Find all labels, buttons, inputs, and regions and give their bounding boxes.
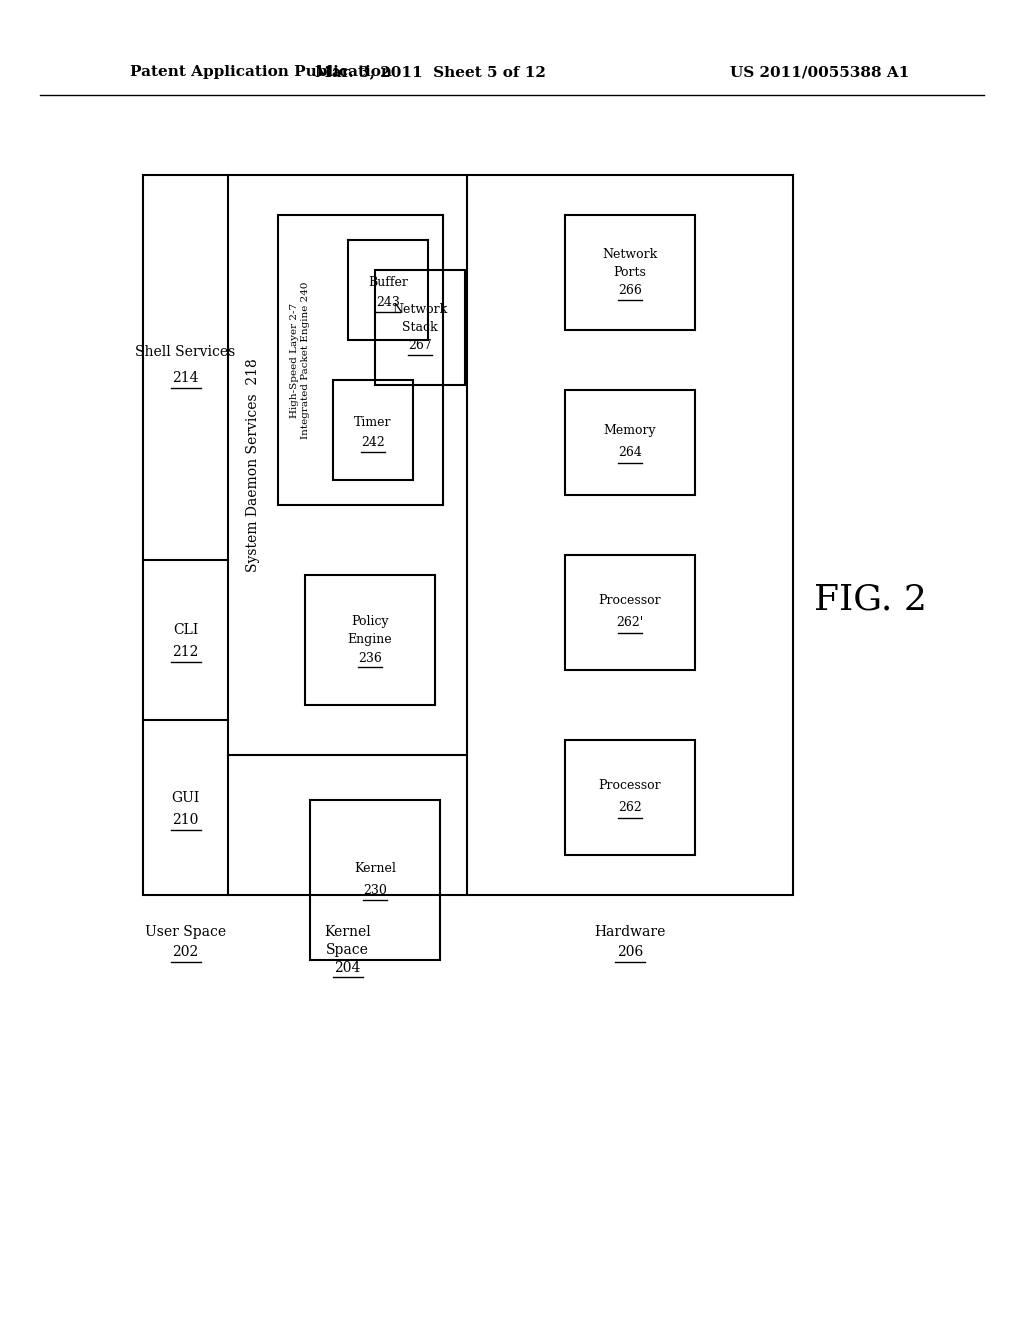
Text: Engine: Engine	[348, 634, 392, 647]
Text: 236: 236	[358, 652, 382, 664]
Text: High-Speed Layer 2-7
Integrated Packet Engine 240: High-Speed Layer 2-7 Integrated Packet E…	[290, 281, 309, 438]
Text: Memory: Memory	[604, 424, 656, 437]
Text: System Daemon Services  218: System Daemon Services 218	[246, 358, 260, 572]
Bar	[143, 176, 793, 895]
Text: 206: 206	[616, 945, 643, 960]
Text: Kernel: Kernel	[325, 925, 371, 939]
Text: Timer: Timer	[354, 416, 392, 429]
Text: 242: 242	[361, 436, 385, 449]
Text: Buffer: Buffer	[368, 276, 408, 289]
Text: US 2011/0055388 A1: US 2011/0055388 A1	[730, 65, 909, 79]
Text: Network: Network	[392, 304, 447, 315]
Text: Shell Services: Shell Services	[135, 346, 236, 359]
Bar	[305, 576, 435, 705]
Text: GUI: GUI	[171, 791, 200, 804]
Text: CLI: CLI	[173, 623, 198, 638]
Text: 204: 204	[334, 961, 360, 975]
Text: Processor: Processor	[599, 779, 662, 792]
Bar	[333, 380, 413, 480]
Text: Space: Space	[326, 942, 369, 957]
Text: 266: 266	[618, 284, 642, 297]
Bar	[375, 271, 465, 385]
Text: 264: 264	[618, 446, 642, 459]
Text: 262': 262'	[616, 616, 644, 630]
Bar	[565, 389, 695, 495]
Text: Network: Network	[602, 248, 657, 261]
Text: Hardware: Hardware	[594, 925, 666, 939]
Text: Ports: Ports	[613, 267, 646, 279]
Text: User Space: User Space	[145, 925, 226, 939]
Text: 214: 214	[172, 371, 199, 384]
Bar	[348, 240, 428, 341]
Bar	[565, 554, 695, 671]
Text: Policy: Policy	[351, 615, 389, 628]
Bar	[278, 215, 443, 506]
Text: 262: 262	[618, 801, 642, 814]
Bar	[565, 215, 695, 330]
Text: Stack: Stack	[402, 321, 438, 334]
Text: 230: 230	[364, 883, 387, 896]
Bar	[310, 800, 440, 960]
Text: Processor: Processor	[599, 594, 662, 607]
Text: 212: 212	[172, 645, 199, 659]
Text: 267: 267	[409, 339, 432, 352]
Text: Mar. 3, 2011  Sheet 5 of 12: Mar. 3, 2011 Sheet 5 of 12	[314, 65, 546, 79]
Text: 202: 202	[172, 945, 199, 960]
Text: 210: 210	[172, 813, 199, 826]
Text: Patent Application Publication: Patent Application Publication	[130, 65, 392, 79]
Text: 243: 243	[376, 296, 400, 309]
Text: FIG. 2: FIG. 2	[813, 583, 927, 616]
Text: Kernel: Kernel	[354, 862, 396, 874]
Bar	[565, 741, 695, 855]
